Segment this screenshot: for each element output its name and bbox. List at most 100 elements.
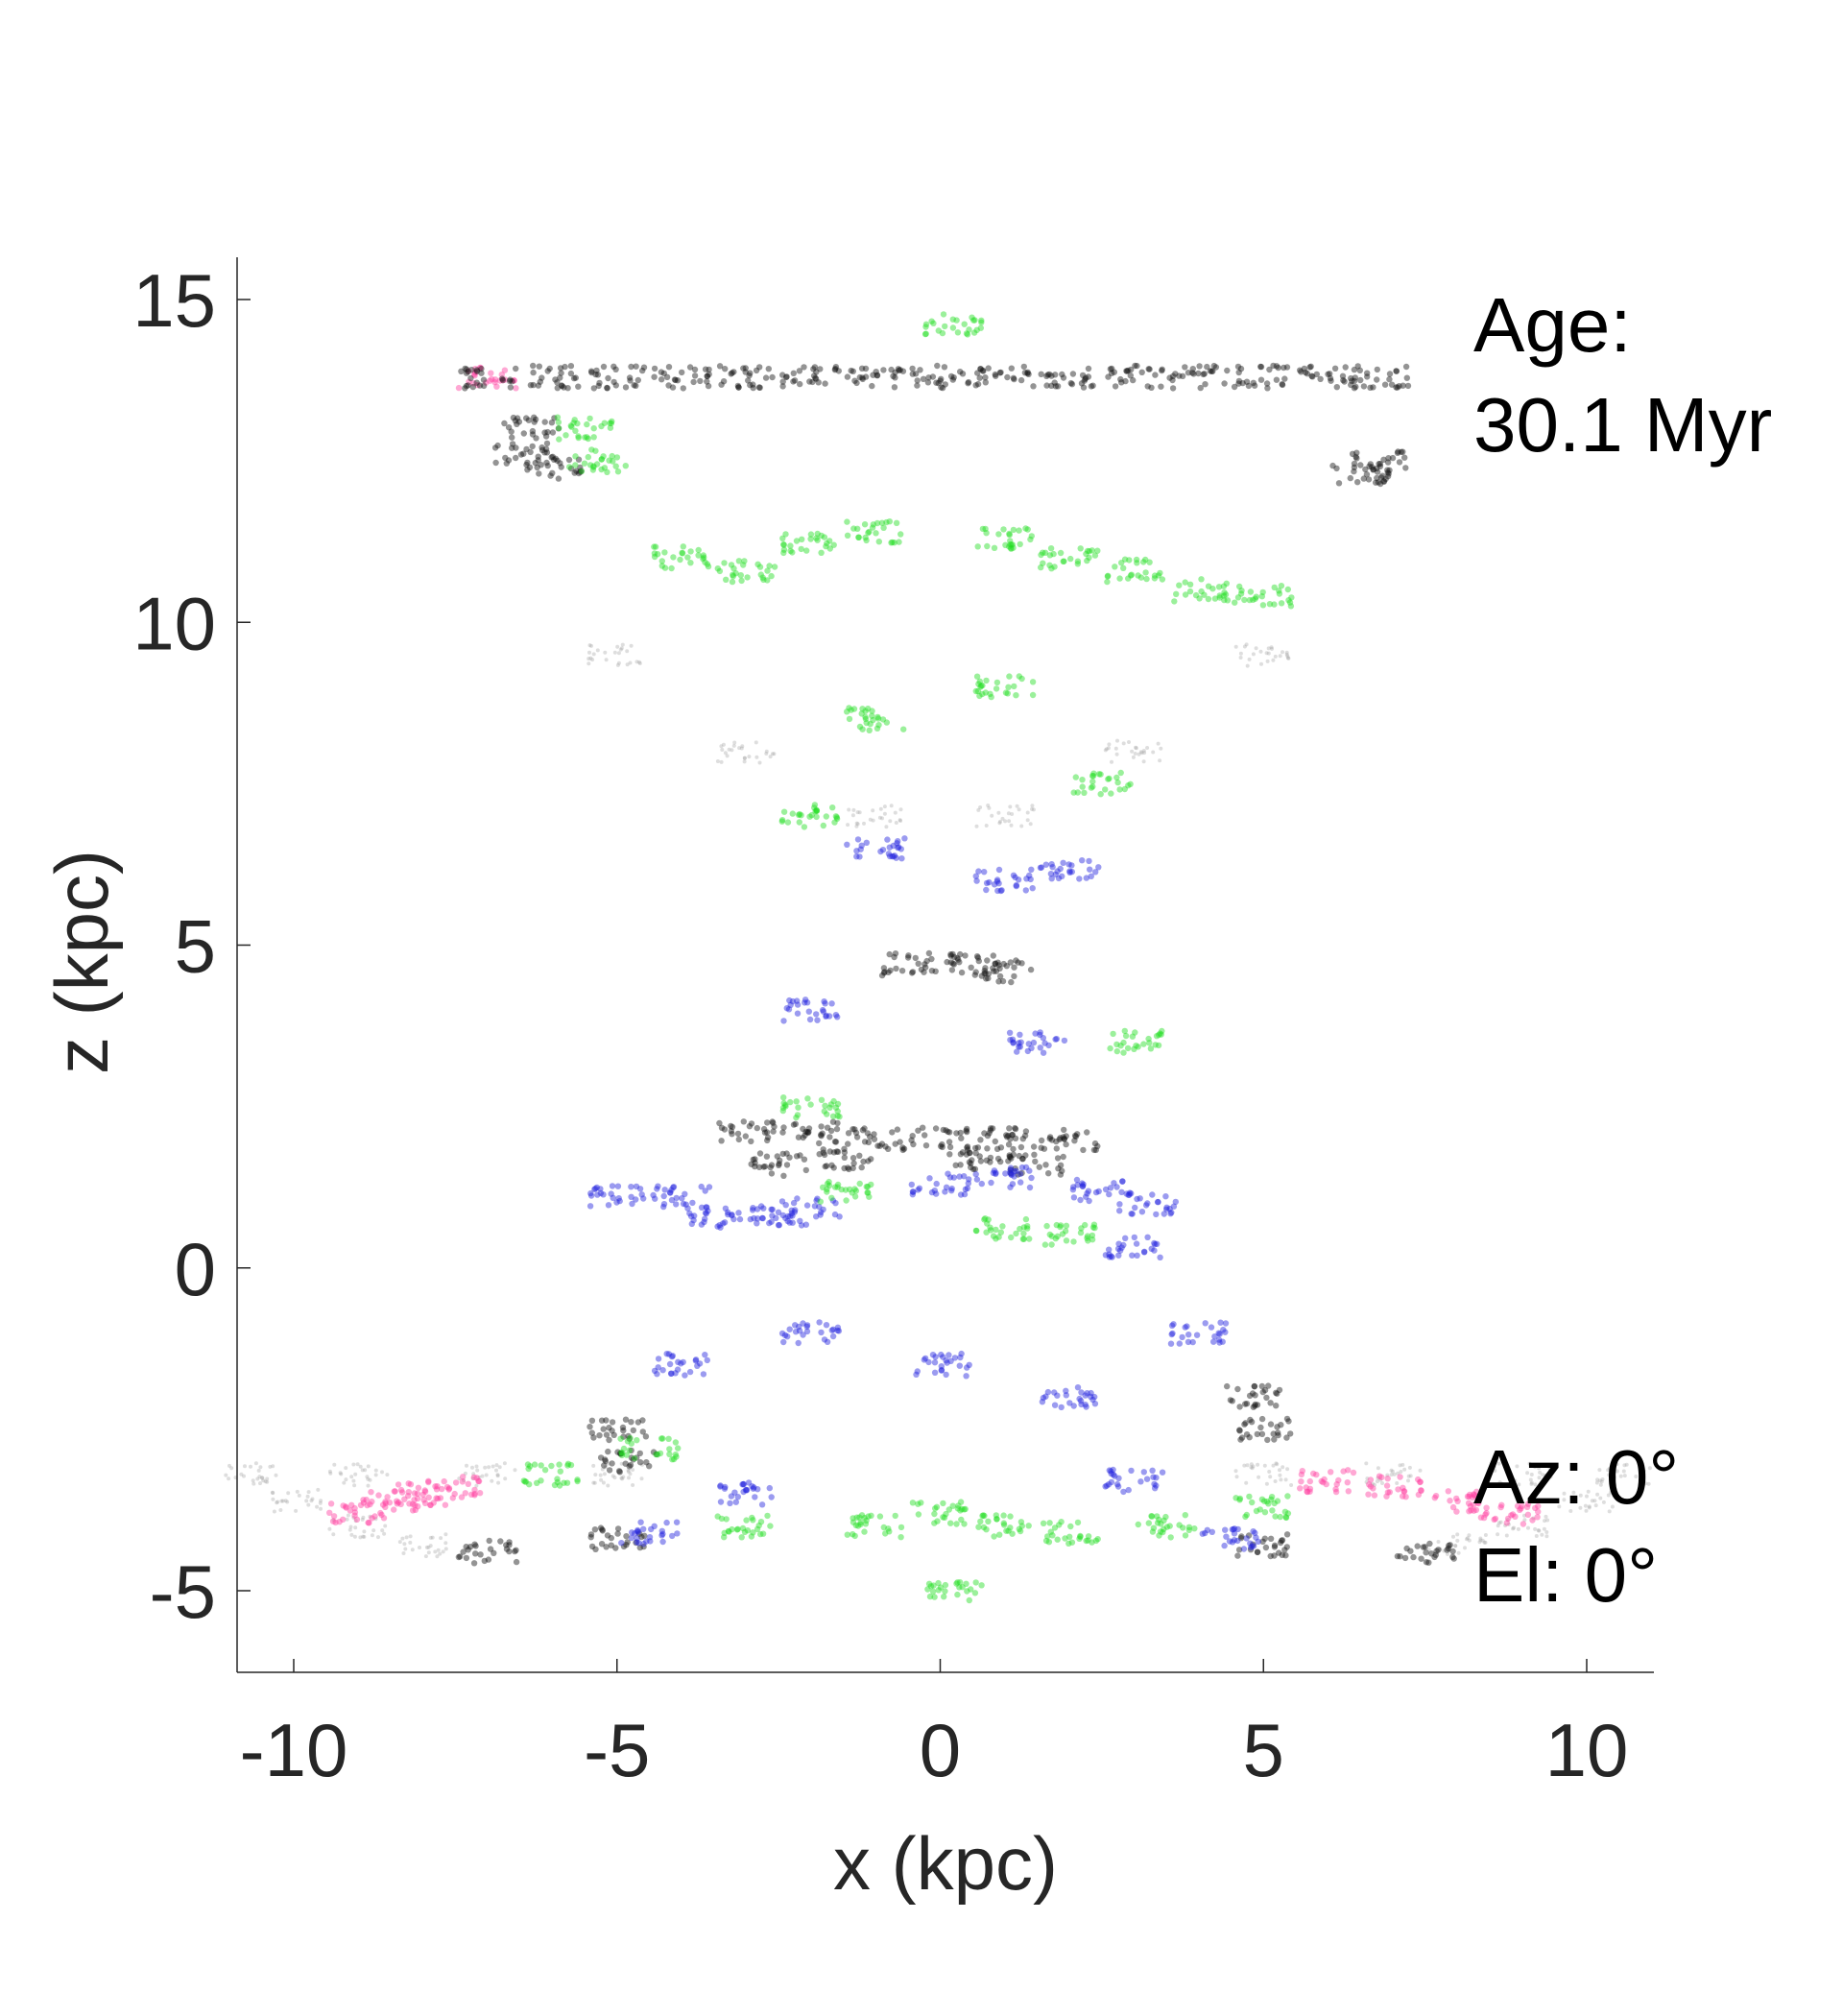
data-point (1236, 1404, 1243, 1410)
data-point (584, 420, 590, 428)
data-point (1010, 1040, 1017, 1046)
data-point (1283, 1415, 1291, 1423)
data-point (558, 382, 565, 389)
data-point (368, 1514, 372, 1519)
data-point (608, 1534, 614, 1542)
data-point (1610, 1504, 1615, 1509)
data-point (1202, 1320, 1209, 1327)
data-point (986, 804, 991, 807)
data-point (1017, 807, 1021, 812)
data-point (987, 1159, 993, 1165)
data-point (514, 415, 521, 421)
data-point (1537, 1476, 1542, 1480)
data-point (1079, 1183, 1087, 1189)
data-point (1169, 385, 1177, 392)
data-point (750, 1156, 756, 1164)
data-point (592, 1546, 599, 1553)
data-point (543, 449, 551, 456)
data-point (539, 374, 545, 381)
data-point (1284, 652, 1289, 657)
data-point (511, 377, 517, 384)
data-point (1447, 1548, 1451, 1552)
data-point (609, 1183, 616, 1189)
data-point (1044, 372, 1051, 378)
data-point (803, 1322, 811, 1329)
data-point (363, 1497, 370, 1503)
data-point (1449, 1548, 1456, 1555)
data-point (794, 997, 801, 1004)
data-point (1054, 1233, 1062, 1240)
data-point (898, 807, 903, 812)
data-point (1079, 372, 1087, 379)
data-point (1176, 1522, 1183, 1528)
data-point (1258, 1382, 1266, 1390)
data-point (1125, 575, 1132, 582)
data-point (1134, 560, 1140, 566)
data-point (749, 1483, 755, 1490)
data-point (1084, 547, 1091, 555)
data-point (1106, 1467, 1113, 1474)
data-point (1455, 1538, 1460, 1543)
data-point (898, 819, 903, 823)
data-point (1017, 1519, 1025, 1525)
data-point (544, 462, 551, 469)
data-point (1059, 371, 1065, 378)
data-point (588, 656, 593, 660)
data-point (1497, 1480, 1502, 1485)
data-point (844, 518, 850, 525)
data-point (829, 804, 836, 811)
data-point (535, 457, 541, 464)
data-point (1028, 866, 1035, 873)
data-point (243, 1464, 247, 1469)
data-point (643, 1538, 650, 1545)
data-point (983, 879, 991, 887)
data-point (1048, 876, 1055, 882)
data-point (850, 1155, 857, 1162)
data-point (1151, 1480, 1158, 1488)
data-point (789, 1212, 796, 1219)
data-point (754, 1486, 761, 1493)
data-point (877, 848, 884, 855)
data-point (1161, 1525, 1167, 1533)
data-point (963, 1580, 969, 1588)
data-point (1234, 363, 1242, 371)
data-point (654, 551, 661, 558)
data-point (229, 1466, 234, 1471)
data-point (258, 1465, 263, 1470)
data-point (813, 806, 820, 813)
data-point (918, 966, 925, 973)
data-point (558, 370, 564, 376)
data-point (1388, 381, 1396, 388)
data-point (949, 324, 957, 331)
data-point (564, 1462, 571, 1469)
data-point (496, 1480, 501, 1485)
data-point (527, 1463, 534, 1470)
data-point (661, 1187, 668, 1193)
data-point (1285, 1467, 1290, 1472)
data-point (360, 1468, 365, 1473)
data-point (759, 1214, 766, 1222)
data-point (1166, 1205, 1173, 1212)
data-point (1140, 559, 1147, 565)
data-point (958, 1516, 965, 1524)
data-point (1102, 1483, 1109, 1490)
data-point (1193, 1332, 1201, 1338)
data-point (898, 846, 904, 852)
data-point (1529, 1481, 1534, 1486)
data-point (874, 372, 880, 378)
data-point (684, 1205, 691, 1212)
data-point (933, 1180, 940, 1188)
data-point (1161, 1211, 1168, 1217)
data-point (1102, 1186, 1110, 1193)
data-point (522, 1478, 530, 1485)
data-point (309, 1499, 314, 1503)
data-point (1172, 1198, 1180, 1206)
data-point (874, 725, 881, 732)
data-point (1089, 1224, 1097, 1231)
data-point (1393, 368, 1400, 374)
data-point (1542, 1526, 1546, 1531)
data-point (665, 364, 673, 371)
data-point (1025, 1523, 1032, 1529)
data-point (843, 1197, 850, 1204)
data-point (814, 537, 821, 543)
